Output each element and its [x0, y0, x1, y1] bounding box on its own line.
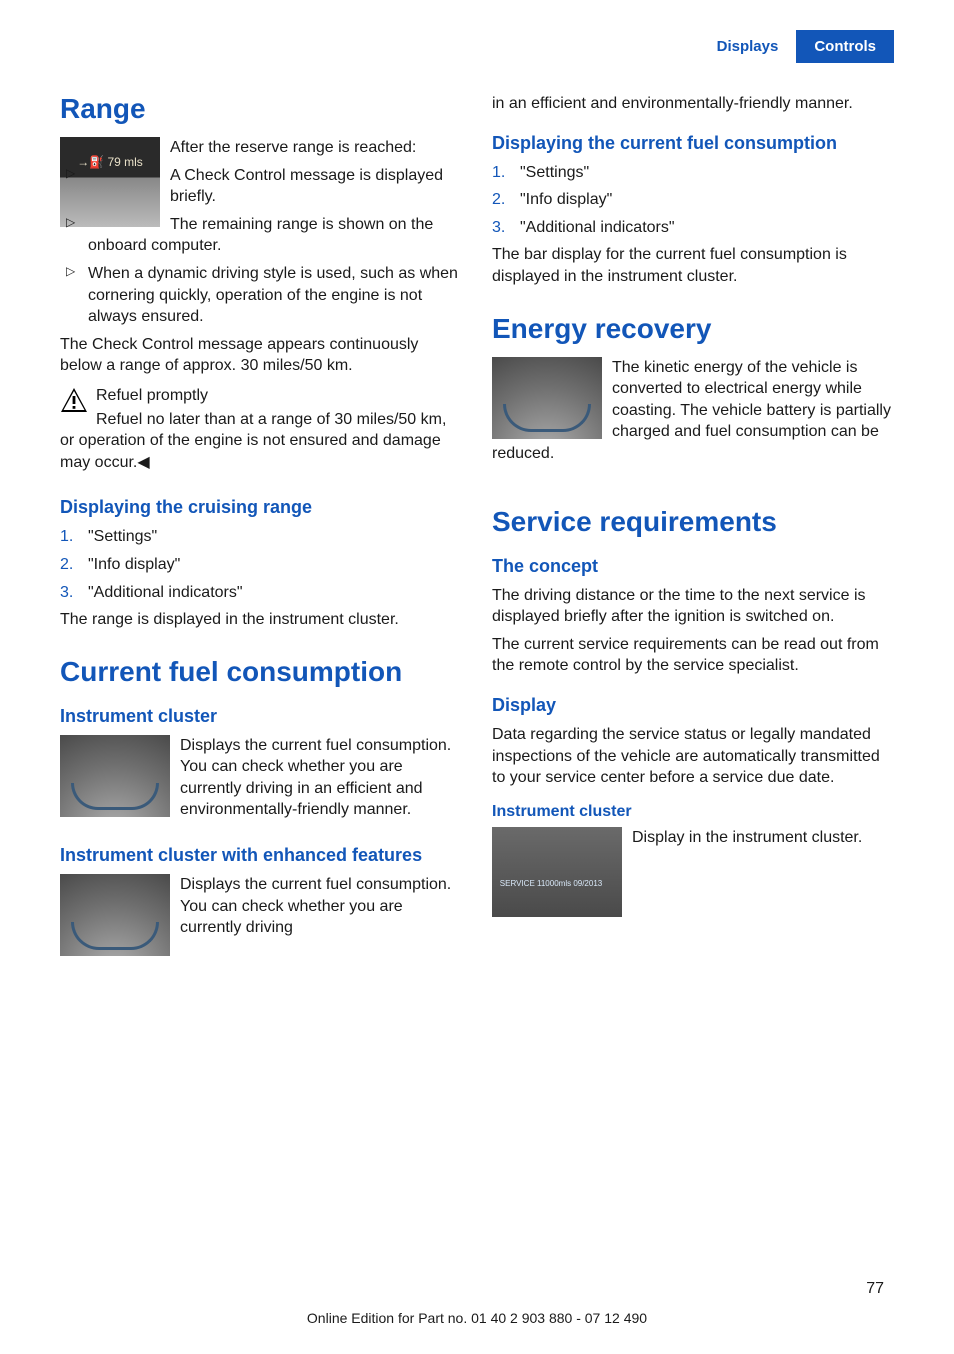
range-block: →⛽ 79 mls After the reserve range is rea… — [60, 137, 462, 263]
cruising-steps: "Settings" "Info display" "Additional in… — [60, 526, 462, 603]
heading-service-instrument-cluster: Instrument cluster — [492, 803, 894, 821]
heading-energy-recovery: Energy recovery — [492, 313, 894, 345]
heading-range: Range — [60, 93, 462, 125]
heading-current-fuel: Current fuel consumption — [60, 656, 462, 688]
warning-body: Refuel no later than at a range of 30 mi… — [60, 409, 462, 474]
list-item: A Check Control message is displayed bri… — [60, 165, 462, 208]
heading-display-current-fuel: Displaying the current fuel consumption — [492, 133, 894, 154]
list-item: "Additional indicators" — [60, 582, 462, 604]
right-column: in an efficient and environmentally-frie… — [492, 93, 894, 960]
tab-displays[interactable]: Displays — [699, 30, 797, 63]
header-tabs: Displays Controls — [60, 30, 894, 63]
heading-display: Display — [492, 695, 894, 716]
warning-block: Refuel promptly Refuel no later than at … — [60, 385, 462, 473]
list-item: "Additional indicators" — [492, 217, 894, 239]
footer-line: Online Edition for Part no. 01 40 2 903 … — [0, 1310, 954, 1326]
gauge-image — [60, 735, 170, 817]
concept-p2: The current service requirements can be … — [492, 634, 894, 677]
display-after: The bar display for the current fuel con… — [492, 244, 894, 287]
display-steps: "Settings" "Info display" "Additional in… — [492, 162, 894, 239]
heading-instrument-cluster-enhanced: Instrument cluster with enhanced feature… — [60, 845, 462, 866]
list-item: "Info display" — [492, 189, 894, 211]
gauge-image-enhanced — [60, 874, 170, 956]
service-display-label: SERVICE 11000mls 09/2013 — [500, 879, 602, 888]
list-item: The remaining range is shown on the onbo… — [60, 214, 462, 257]
service-display-image: SERVICE 11000mls 09/2013 — [492, 827, 622, 917]
list-item: "Info display" — [60, 554, 462, 576]
range-bullets-b: When a dynamic driving style is used, su… — [60, 263, 462, 328]
cruising-after: The range is displayed in the instrument… — [60, 609, 462, 631]
page-number: 77 — [866, 1280, 884, 1298]
service-ic-block: SERVICE 11000mls 09/2013 Display in the … — [492, 827, 894, 921]
heading-service-requirements: Service requirements — [492, 506, 894, 538]
page: Displays Controls Range →⛽ 79 mls After … — [0, 0, 954, 1354]
list-item: "Settings" — [60, 526, 462, 548]
warning-title: Refuel promptly — [60, 385, 462, 407]
list-item: "Settings" — [492, 162, 894, 184]
range-para: The Check Control message appears contin… — [60, 334, 462, 377]
energy-block: The kinetic energy of the vehicle is con… — [492, 357, 894, 471]
heading-instrument-cluster: Instrument cluster — [60, 706, 462, 727]
content-columns: Range →⛽ 79 mls After the reserve range … — [60, 93, 894, 960]
concept-p1: The driving distance or the time to the … — [492, 585, 894, 628]
heading-the-concept: The concept — [492, 556, 894, 577]
heading-cruising-range: Displaying the cruising range — [60, 497, 462, 518]
ic-block: Displays the current fuel consumption. Y… — [60, 735, 462, 827]
left-column: Range →⛽ 79 mls After the reserve range … — [60, 93, 462, 960]
tab-controls[interactable]: Controls — [796, 30, 894, 63]
energy-gauge-image — [492, 357, 602, 439]
continuation-text: in an efficient and environmentally-frie… — [492, 93, 894, 115]
display-body: Data regarding the service status or leg… — [492, 724, 894, 789]
list-item: When a dynamic driving style is used, su… — [60, 263, 462, 328]
warning-icon — [60, 387, 88, 413]
ice-block: Displays the current fuel consumption. Y… — [60, 874, 462, 960]
